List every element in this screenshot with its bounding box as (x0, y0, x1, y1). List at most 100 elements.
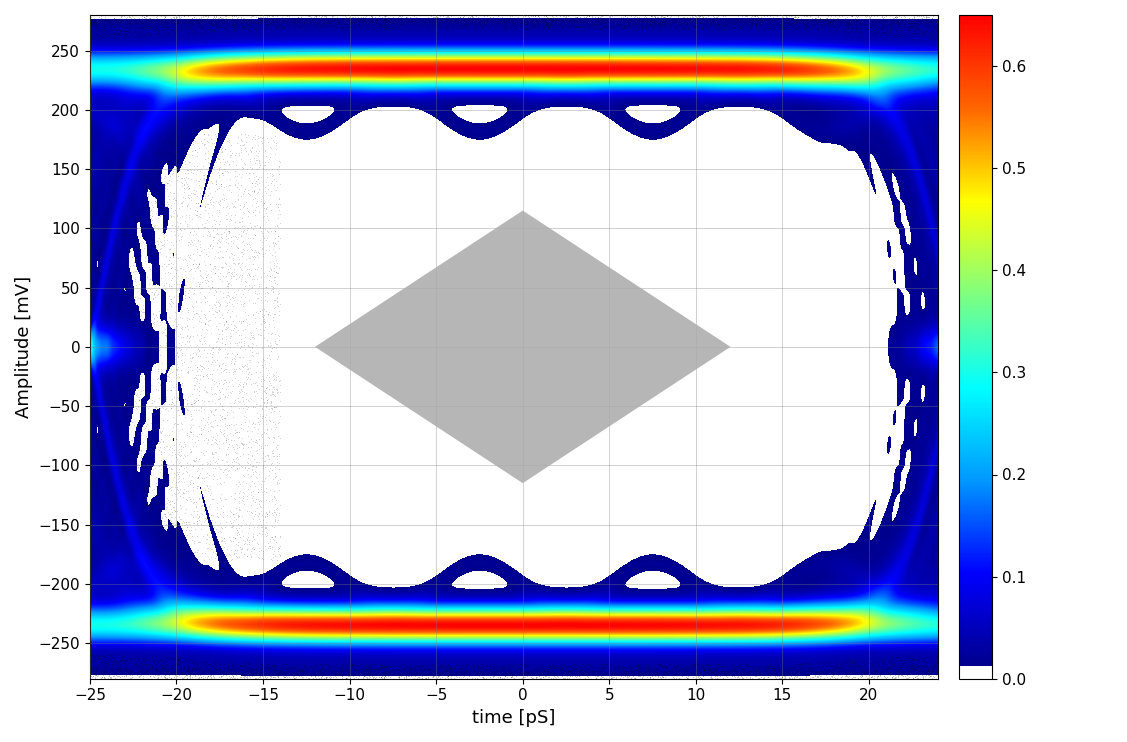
Point (201, 424, 219, 436)
Point (255, 665, 273, 677)
Point (853, 25, 871, 37)
Point (682, 662, 700, 674)
Point (261, 663, 279, 674)
Point (165, 439, 183, 450)
Point (350, 660, 369, 672)
Point (655, 15, 673, 27)
Point (107, 14, 125, 26)
Point (207, 548, 225, 559)
Point (199, 202, 218, 214)
Point (208, 393, 227, 405)
Point (212, 362, 230, 374)
Point (227, 352, 245, 364)
Point (387, 658, 405, 670)
Point (168, 209, 186, 220)
Point (925, 26, 943, 38)
Point (97, 453, 115, 465)
Point (168, 392, 186, 404)
Point (242, 10, 260, 22)
Point (379, 11, 397, 23)
Point (307, 10, 325, 22)
Point (357, 21, 375, 33)
Point (204, 473, 222, 485)
Point (126, 402, 144, 414)
Point (749, 23, 767, 35)
Point (205, 516, 223, 528)
Point (154, 660, 172, 672)
Point (197, 369, 215, 381)
Point (472, 19, 490, 30)
Point (655, 11, 673, 23)
Point (167, 657, 185, 669)
Point (196, 471, 214, 483)
Point (887, 29, 905, 41)
Point (765, 663, 783, 675)
Point (631, 666, 649, 677)
Point (234, 410, 252, 422)
Point (249, 11, 267, 23)
Point (117, 665, 135, 677)
Point (734, 19, 752, 30)
Point (310, 660, 328, 672)
Point (625, 11, 644, 23)
Point (761, 10, 779, 22)
Point (117, 231, 135, 243)
Point (186, 658, 204, 670)
Point (126, 466, 144, 478)
Point (210, 198, 228, 210)
Point (562, 13, 580, 25)
Point (243, 668, 261, 680)
Point (678, 663, 696, 674)
Point (303, 663, 321, 674)
Point (329, 13, 347, 25)
Point (258, 200, 276, 212)
Point (690, 10, 708, 22)
Point (318, 21, 336, 33)
Point (558, 670, 576, 682)
Point (247, 175, 265, 187)
Point (715, 20, 733, 32)
Point (179, 366, 197, 378)
Point (229, 526, 247, 538)
Point (727, 665, 745, 677)
Point (669, 669, 687, 680)
Point (114, 226, 132, 238)
Point (227, 487, 245, 499)
Point (630, 663, 648, 674)
Point (223, 10, 241, 22)
Point (886, 22, 904, 34)
Point (231, 261, 249, 273)
Point (141, 667, 159, 679)
Point (89, 19, 107, 31)
Point (240, 669, 258, 680)
Point (842, 15, 860, 27)
Point (289, 15, 307, 27)
Point (832, 18, 850, 30)
Point (842, 657, 860, 669)
Point (103, 508, 121, 520)
Point (875, 12, 893, 24)
Point (629, 15, 647, 27)
Point (346, 11, 364, 23)
Point (112, 163, 130, 175)
Point (215, 459, 233, 471)
Point (828, 23, 846, 35)
Point (256, 385, 274, 397)
Point (211, 233, 229, 245)
Point (163, 187, 181, 199)
Point (445, 669, 463, 680)
Point (256, 144, 274, 156)
Point (228, 441, 246, 453)
Point (258, 334, 276, 346)
Point (127, 657, 145, 669)
Point (248, 473, 266, 485)
Point (897, 672, 915, 684)
Point (525, 663, 543, 675)
Point (126, 24, 144, 36)
Point (170, 544, 188, 556)
Point (443, 20, 461, 32)
Point (264, 285, 282, 297)
Point (198, 660, 216, 672)
Point (598, 22, 616, 34)
Point (176, 16, 194, 27)
